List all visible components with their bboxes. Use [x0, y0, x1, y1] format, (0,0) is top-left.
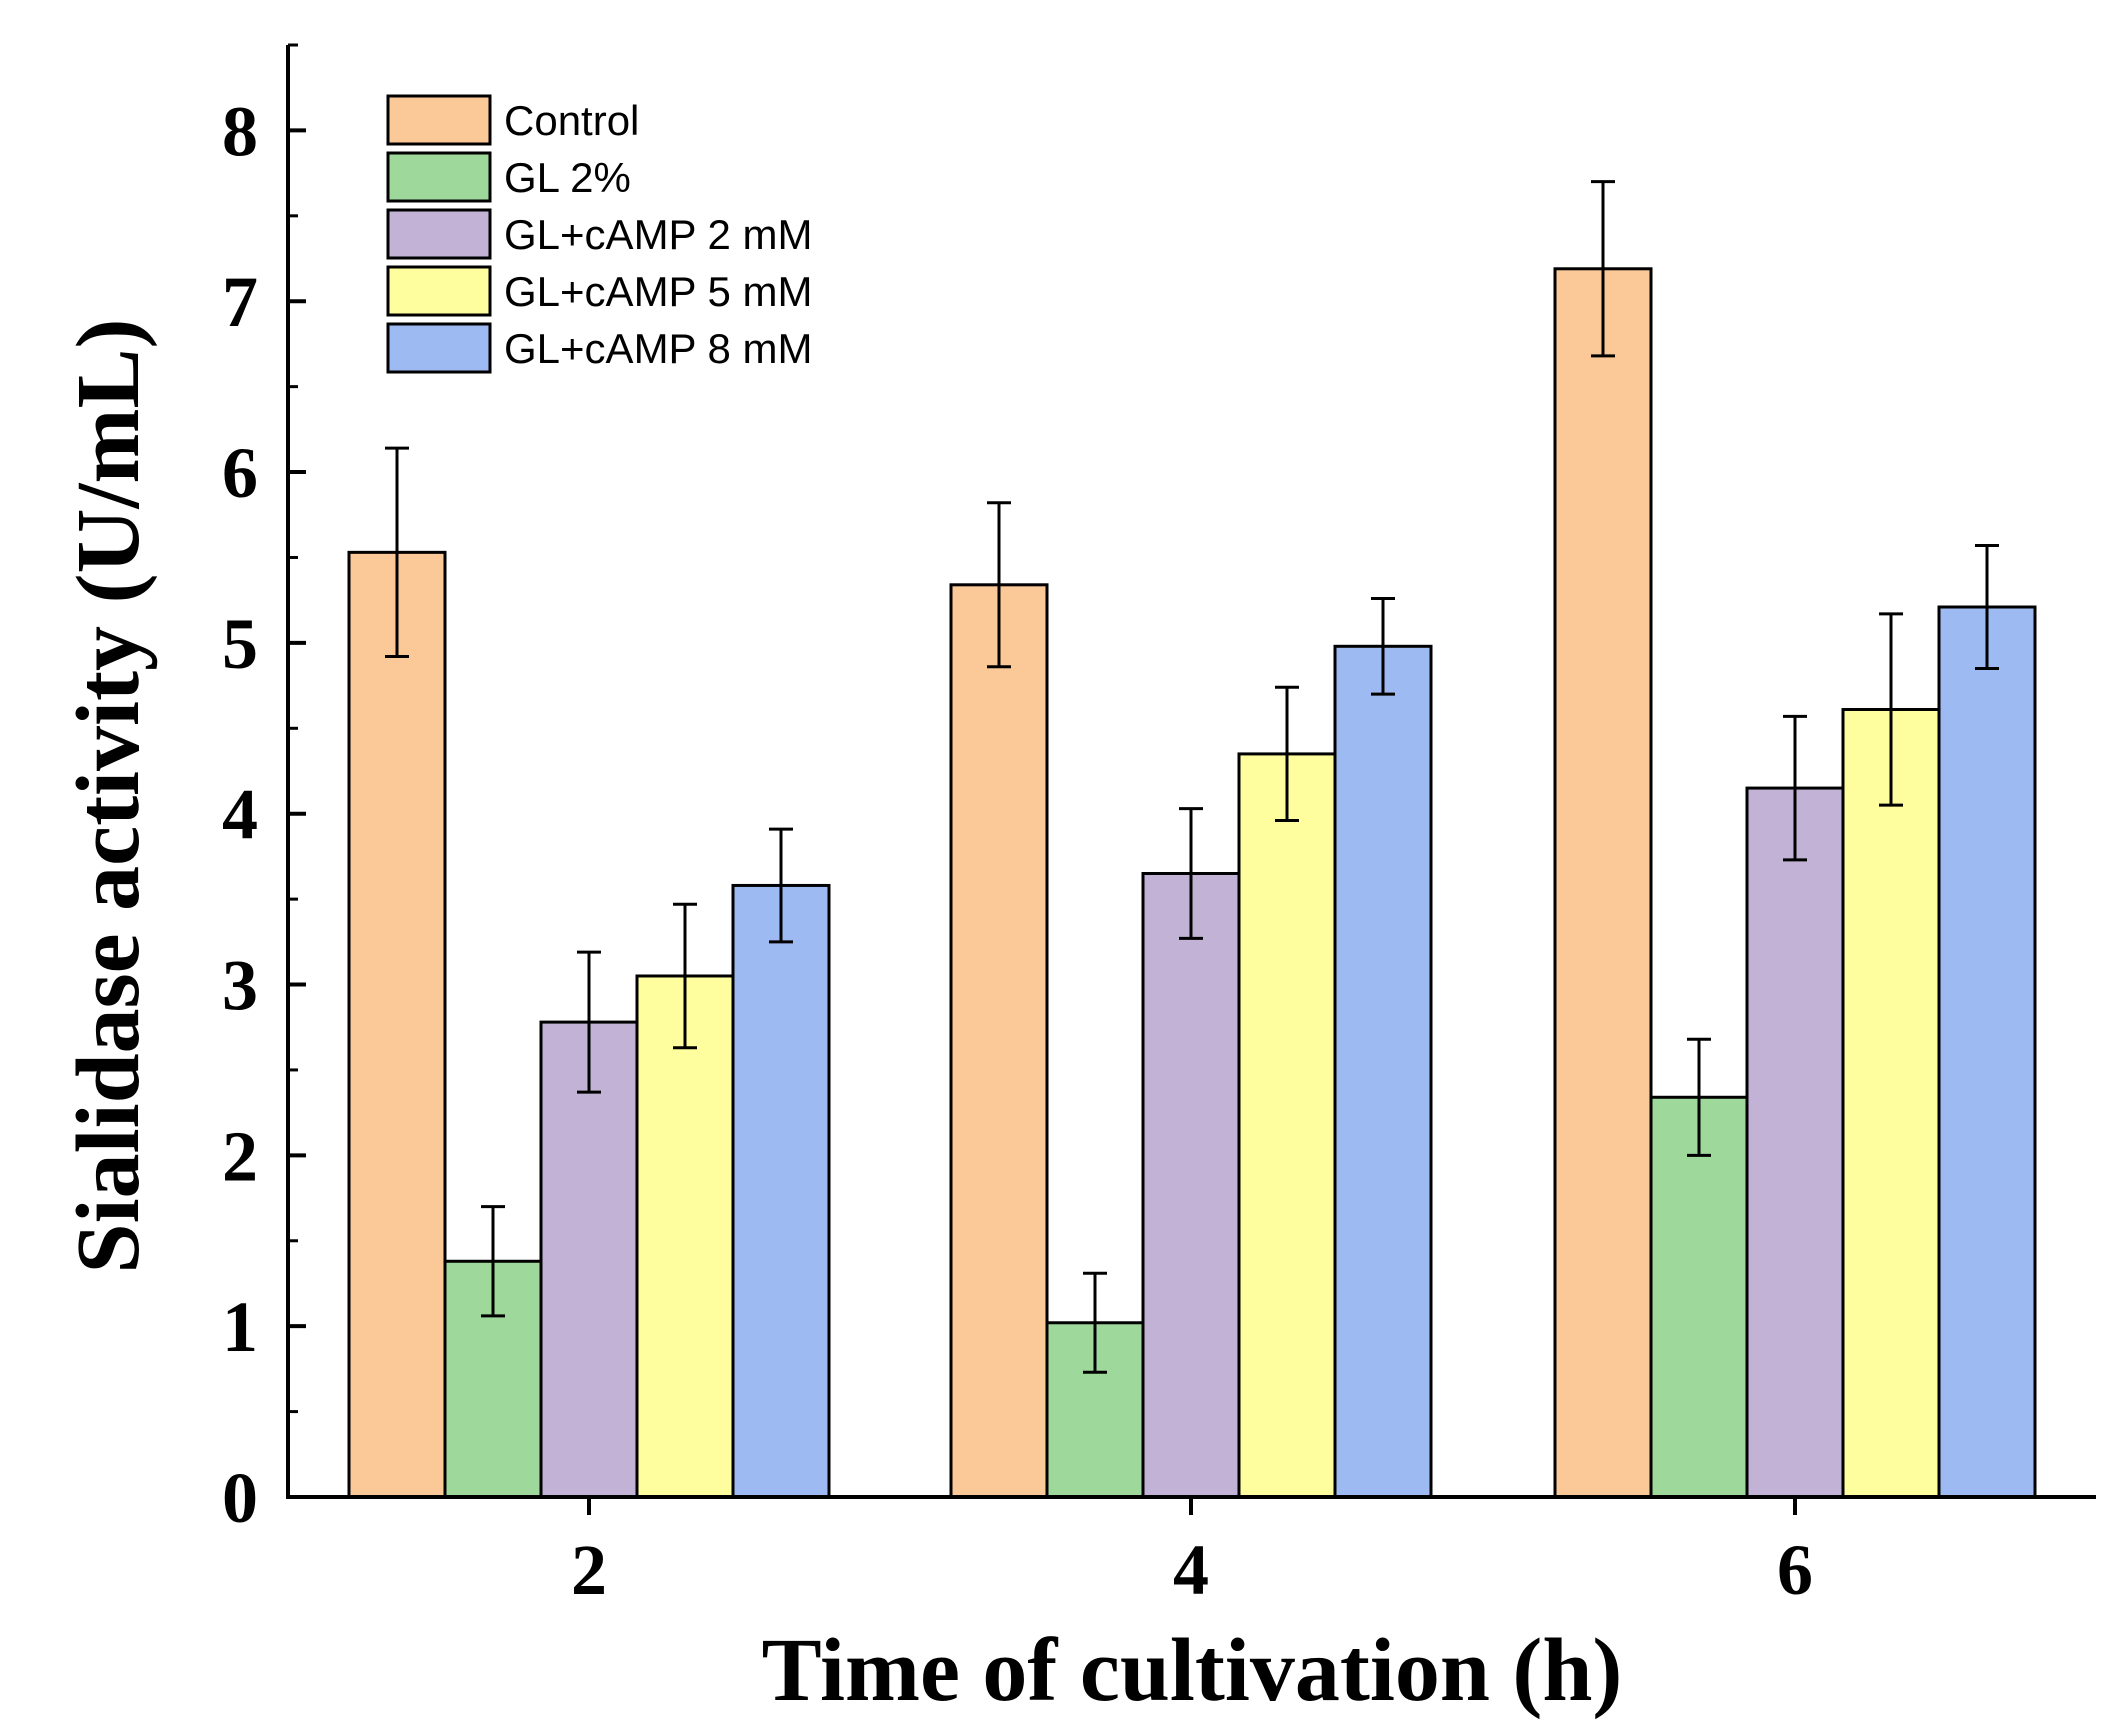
legend: Control GL 2% GL+cAMP 2 mM GL+cAMP 5 mM GL+c… [386, 94, 812, 374]
y-axis-ticks: 0 1 2 3 4 5 6 7 8 [222, 43, 306, 1538]
bar-control-4h [949, 583, 1049, 1499]
y-tick-label: 6 [222, 433, 258, 513]
y-tick-label: 1 [222, 1287, 258, 1367]
bar-gl-camp-8-mm-4h [1333, 644, 1433, 1499]
bar-gl-camp-5-mm-2h [635, 974, 735, 1499]
bar-gl-camp-8-mm-2h [731, 883, 831, 1499]
x-tick-label: 6 [1777, 1530, 1813, 1610]
bar-control-2h [347, 550, 447, 1499]
legend-swatch [386, 94, 492, 146]
bar-gl-2--6h [1649, 1095, 1749, 1499]
bar-gl-camp-2-mm-4h [1141, 871, 1241, 1499]
legend-label: GL+cAMP 8 mM [504, 325, 812, 372]
legend-label: GL 2% [504, 154, 631, 201]
y-tick-label: 2 [222, 1116, 258, 1196]
legend-swatch [386, 322, 492, 374]
bar-gl-camp-5-mm-4h [1237, 752, 1337, 1499]
x-axis-title: Time of cultivation (h) [762, 1621, 1623, 1720]
y-tick-label: 4 [222, 775, 258, 855]
x-tick-label: 2 [571, 1530, 607, 1610]
bar-control-6h [1553, 267, 1653, 1499]
legend-swatch [386, 208, 492, 260]
y-tick-label: 7 [222, 262, 258, 342]
y-tick-label: 3 [222, 946, 258, 1026]
x-axis-ticks: 2 4 6 [571, 1497, 1813, 1610]
bars-layer [347, 180, 2037, 1499]
legend-swatch [386, 265, 492, 317]
x-tick-label: 4 [1173, 1530, 1209, 1610]
bar-gl-camp-5-mm-6h [1841, 708, 1941, 1499]
legend-label: GL+cAMP 5 mM [504, 268, 812, 315]
bar-gl-camp-8-mm-6h [1937, 605, 2037, 1499]
y-tick-label: 0 [222, 1458, 258, 1538]
y-axis-title: Sialidase activity (U/mL) [59, 319, 158, 1274]
bar-gl-camp-2-mm-6h [1745, 786, 1845, 1499]
legend-swatch [386, 151, 492, 203]
legend-label: GL+cAMP 2 mM [504, 211, 812, 258]
y-tick-label: 5 [222, 604, 258, 684]
y-tick-label: 8 [222, 91, 258, 171]
legend-label: Control [504, 97, 639, 144]
